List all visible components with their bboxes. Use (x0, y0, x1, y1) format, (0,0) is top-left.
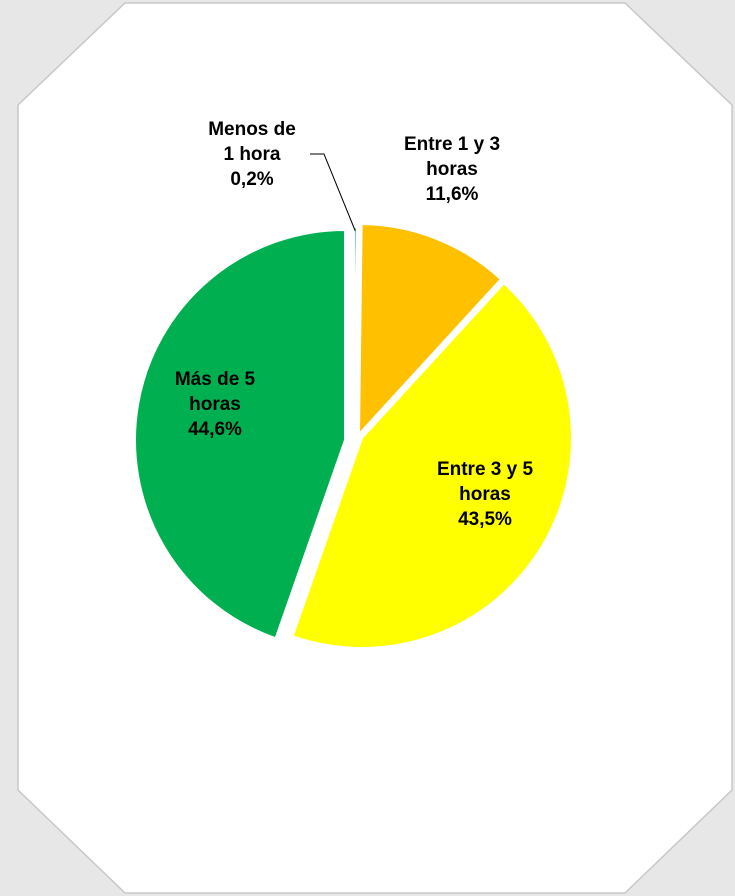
slice-label-line: Entre 1 y 3 (404, 134, 500, 155)
slice-label-line: 43,5% (458, 509, 512, 530)
slice-label-line: horas (459, 484, 511, 505)
slice-label-line: Entre 3 y 5 (437, 459, 534, 480)
slice-label-line: 0,2% (230, 169, 273, 190)
slice-label-mas-de-5-horas: Más de 5 horas 44,6% (175, 369, 256, 440)
slice-label-line: 1 hora (223, 144, 280, 165)
pie-slice-mas-de-5-horas (134, 228, 346, 640)
slice-label-menos-de-1-hora: Menos de 1 hora 0,2% (208, 119, 296, 190)
leader-lines (310, 153, 356, 232)
slice-label-line: Más de 5 (175, 369, 256, 390)
slice-label-line: Menos de (208, 119, 296, 140)
slice-label-line: horas (189, 394, 241, 415)
slice-labels: Menos de 1 hora 0,2%Entre 1 y 3 horas 11,6%E… (175, 119, 534, 530)
slice-label-entre-1-y-3-horas: Entre 1 y 3 horas 11,6% (404, 134, 500, 205)
slice-label-line: horas (426, 159, 478, 180)
slice-label-line: 44,6% (188, 419, 242, 440)
leader-line-menos-de-1-hora (310, 153, 356, 232)
pie-slices (134, 223, 573, 649)
slice-label-line: 11,6% (426, 184, 479, 205)
pie-slice-entre-3-y-5-horas (291, 281, 573, 649)
slice-label-entre-3-y-5-horas: Entre 3 y 5 horas 43,5% (437, 459, 534, 530)
pie-slice-entre-1-y-3-horas (357, 223, 503, 437)
